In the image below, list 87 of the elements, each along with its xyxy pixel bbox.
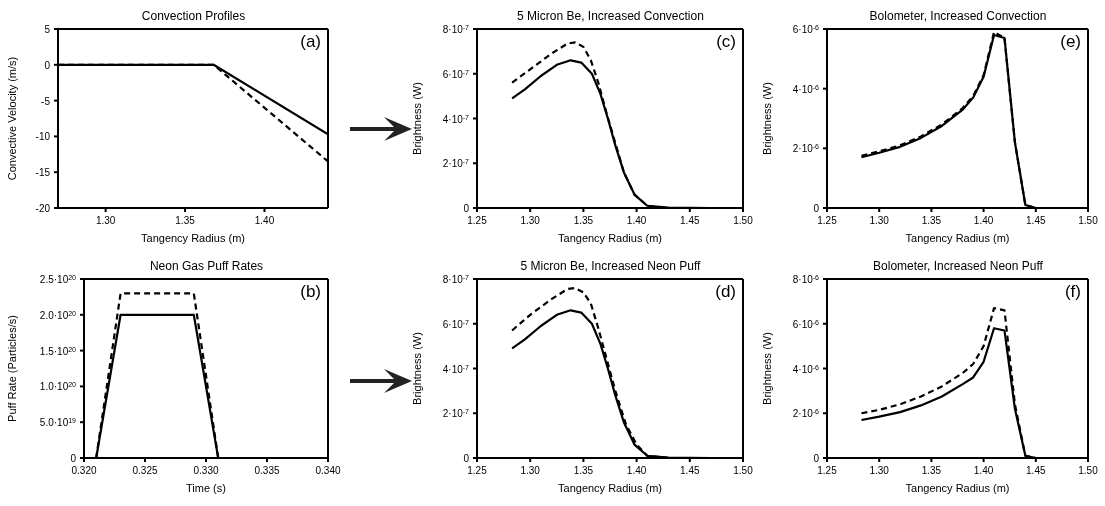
y-tick-label: 6·10$^{-7}$ — [442, 68, 470, 80]
y-tick-label: 0 — [70, 453, 77, 464]
chart-title: Bolometer, Increased Convection — [868, 8, 1048, 24]
x-tick-label: 1.40 — [254, 215, 275, 226]
annotation: (e) — [1060, 32, 1081, 52]
chart-title: Bolometer, Increased Neon Puff — [872, 258, 1044, 274]
x-axis-title: Tangency Radius (m) — [905, 482, 1010, 494]
y-tick-label: 5.0·10$^{19}$ — [39, 416, 77, 429]
x-tick-label: 1.25 — [467, 465, 488, 476]
x-tick-label: 1.30 — [520, 215, 541, 226]
y-tick-label: 2·10$^{-7}$ — [442, 407, 470, 420]
y-tick-label: -5 — [41, 95, 51, 107]
x-axis-title: Time (s) — [186, 482, 226, 494]
x-tick-label: 1.30 — [869, 465, 890, 476]
x-tick-label: 1.35 — [573, 465, 594, 476]
x-tick-label: 1.50 — [1078, 465, 1099, 476]
x-tick-label: 1.50 — [733, 465, 754, 476]
y-tick-label: 0 — [463, 453, 470, 464]
chart-title: Convection Profiles — [140, 8, 247, 24]
y-tick-label: 5 — [44, 24, 51, 35]
x-tick-label: 1.25 — [467, 215, 488, 226]
y-tick-label: 0 — [44, 59, 51, 71]
x-tick-label: 1.35 — [921, 465, 942, 476]
annotation: (b) — [300, 282, 321, 302]
y-axis-title: Brightness (W) — [410, 82, 423, 155]
y-tick-label: 2·10$^{-6}$ — [792, 407, 820, 420]
x-tick-label: 0.340 — [315, 465, 341, 476]
x-axis-title: Tangency Radius (m) — [558, 232, 662, 244]
x-tick-label: 1.30 — [95, 215, 116, 226]
y-tick-label: 0 — [813, 453, 820, 464]
x-tick-label: 1.45 — [1026, 215, 1046, 226]
x-axis-title: Tangency Radius (m) — [558, 482, 662, 494]
y-tick-label: 6·10$^{-6}$ — [792, 318, 820, 330]
y-tick-label: 8·10$^{-7}$ — [442, 23, 470, 35]
y-axis-title: Puff Rate (Particles/s) — [5, 315, 18, 422]
x-tick-label: 1.40 — [973, 465, 994, 476]
chart-title: Neon Gas Puff Rates — [148, 258, 265, 274]
x-tick-label: 0.320 — [71, 465, 97, 476]
annotation: (a) — [300, 32, 321, 52]
chart-title: 5 Micron Be, Increased Neon Puff — [519, 258, 702, 274]
y-tick-label: 0 — [463, 203, 470, 214]
x-tick-label: 1.40 — [626, 215, 647, 226]
y-tick-label: 2·10$^{-7}$ — [442, 157, 470, 170]
y-tick-label: -20 — [35, 203, 51, 214]
x-tick-label: 1.35 — [573, 215, 594, 226]
x-tick-label: 1.30 — [520, 465, 541, 476]
x-axis-title: Tangency Radius (m) — [141, 232, 245, 244]
y-tick-label: 6·10$^{-6}$ — [792, 23, 820, 35]
y-tick-label: 4·10$^{-6}$ — [792, 363, 820, 375]
annotation: (d) — [715, 282, 736, 302]
y-tick-label: 1.0·10$^{20}$ — [39, 380, 77, 393]
chart-title: 5 Micron Be, Increased Convection — [516, 8, 705, 24]
x-tick-label: 1.50 — [733, 215, 754, 226]
x-tick-label: 1.35 — [921, 215, 942, 226]
y-tick-label: 0 — [813, 203, 820, 214]
y-tick-label: 2·10$^{-6}$ — [792, 142, 820, 155]
y-tick-label: -15 — [35, 167, 51, 179]
x-tick-label: 1.40 — [973, 215, 994, 226]
x-tick-label: 0.335 — [254, 465, 280, 476]
x-tick-label: 1.45 — [680, 215, 700, 226]
y-axis-title: Brightness (W) — [410, 332, 423, 405]
x-tick-label: 1.30 — [869, 215, 890, 226]
y-tick-label: 1.5·10$^{20}$ — [39, 345, 77, 357]
y-tick-label: -10 — [35, 131, 51, 143]
y-tick-label: 4·10$^{-7}$ — [442, 363, 470, 375]
y-tick-label: 4·10$^{-6}$ — [792, 83, 820, 95]
y-tick-label: 6·10$^{-7}$ — [442, 318, 470, 330]
x-axis-title: Tangency Radius (m) — [905, 232, 1010, 244]
y-tick-label: 8·10$^{-7}$ — [442, 273, 470, 285]
x-tick-label: 1.25 — [817, 215, 838, 226]
x-tick-label: 1.45 — [1026, 465, 1046, 476]
x-tick-label: 0.330 — [193, 465, 219, 476]
y-tick-label: 4·10$^{-7}$ — [442, 113, 470, 125]
y-tick-label: 2.5·10$^{20}$ — [39, 273, 77, 285]
x-tick-label: 1.25 — [817, 465, 838, 476]
x-tick-label: 1.35 — [175, 215, 196, 226]
y-axis-title: Brightness (W) — [760, 82, 773, 155]
annotation: (f) — [1064, 282, 1081, 302]
x-tick-label: 1.45 — [680, 465, 700, 476]
x-tick-label: 0.325 — [132, 465, 158, 476]
y-axis-title: Convective Velocity (m/s) — [5, 56, 18, 181]
annotation: (c) — [716, 32, 736, 52]
y-axis-title: Brightness (W) — [760, 332, 773, 405]
y-tick-label: 2.0·10$^{20}$ — [39, 309, 77, 321]
y-tick-label: 8·10$^{-6}$ — [792, 273, 820, 285]
x-tick-label: 1.40 — [626, 465, 647, 476]
x-tick-label: 1.50 — [1078, 215, 1099, 226]
